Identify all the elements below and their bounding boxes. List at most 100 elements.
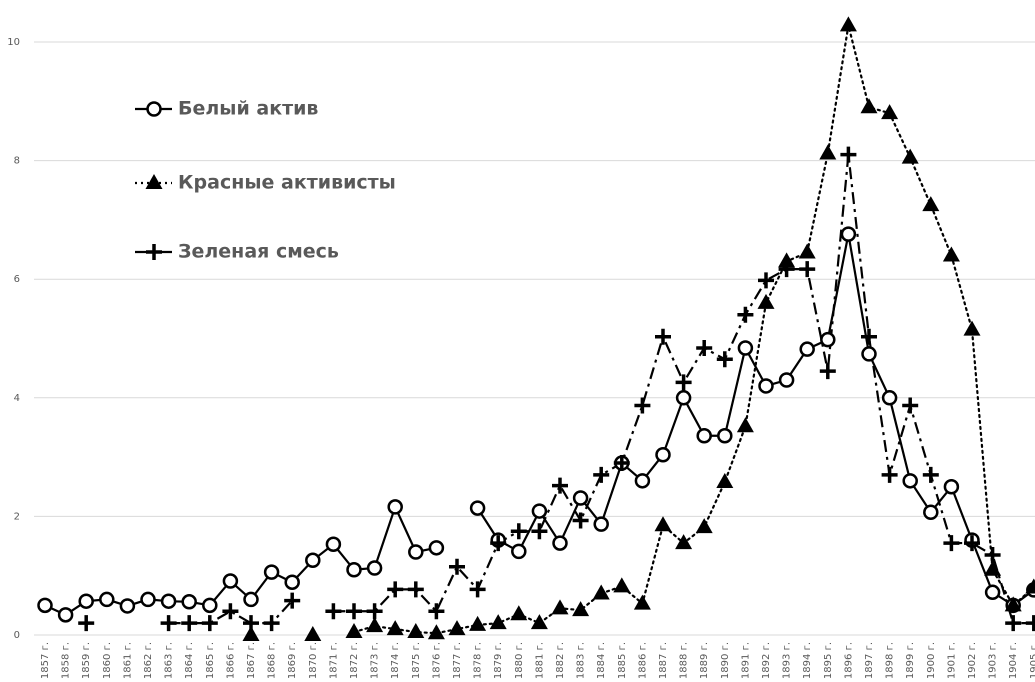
data-point <box>387 499 403 515</box>
data-point <box>675 390 692 406</box>
data-point <box>202 597 218 614</box>
data-point <box>943 479 960 495</box>
data-point <box>531 503 548 519</box>
data-point <box>716 351 733 368</box>
series-line <box>44 233 1035 617</box>
data-point <box>284 592 301 609</box>
legend-marker <box>145 174 163 189</box>
data-point <box>655 328 671 345</box>
series-line <box>168 154 1034 625</box>
data-point <box>696 339 713 356</box>
data-point <box>552 535 568 551</box>
data-point <box>942 246 960 262</box>
data-point <box>758 378 774 394</box>
data-point <box>366 560 383 576</box>
data-point <box>119 598 136 614</box>
x-tick-label: 1863 г. <box>164 642 175 679</box>
data-point <box>469 581 486 598</box>
x-tick-label: 1894 г. <box>802 642 813 679</box>
data-point <box>160 615 177 632</box>
data-point <box>696 428 712 444</box>
x-tick-label: 1862 г. <box>143 642 154 679</box>
data-point <box>778 261 795 278</box>
data-point <box>943 535 960 552</box>
data-point <box>819 144 837 160</box>
data-point <box>572 512 589 529</box>
y-tick-label: 4 <box>14 393 20 404</box>
x-tick-label: 1889 г. <box>699 642 710 679</box>
data-point <box>964 535 980 552</box>
data-point <box>387 581 404 598</box>
y-tick-label: 2 <box>14 511 20 522</box>
data-point <box>160 593 177 609</box>
data-point <box>716 473 734 489</box>
data-point <box>263 564 280 580</box>
data-point <box>57 607 74 623</box>
x-tick-label: 1871 г. <box>328 642 339 679</box>
data-point <box>737 306 754 323</box>
data-point <box>717 428 733 444</box>
data-point <box>613 577 631 593</box>
x-tick-label: 1857 г. <box>40 642 51 679</box>
x-tick-label: 1865 г. <box>205 642 216 679</box>
data-point <box>181 594 197 610</box>
x-tick-label: 1896 г. <box>843 642 854 679</box>
x-tick-label: 1859 г. <box>81 642 92 679</box>
data-point <box>757 293 775 309</box>
x-tick-label: 1882 г. <box>555 642 566 679</box>
data-point <box>840 226 857 242</box>
x-tick-label: 1874 г. <box>390 642 401 679</box>
data-point <box>78 615 95 632</box>
data-point <box>655 446 671 463</box>
data-point <box>572 601 590 617</box>
data-point <box>78 593 94 609</box>
x-tick-label: 1884 г. <box>596 642 607 679</box>
data-point <box>510 605 528 621</box>
data-point <box>881 466 898 483</box>
x-tick-label: 1861 г. <box>122 642 133 679</box>
data-point <box>242 626 260 641</box>
x-tick-label: 1876 г. <box>431 642 442 679</box>
data-point <box>408 544 424 560</box>
data-point <box>304 626 322 641</box>
data-point <box>449 558 465 575</box>
data-point <box>181 615 198 632</box>
data-point <box>551 599 569 615</box>
data-point <box>758 272 774 289</box>
data-point <box>984 546 1001 563</box>
x-tick-label: 1860 г. <box>102 642 113 679</box>
legend-marker <box>146 244 162 260</box>
data-point <box>963 320 981 336</box>
x-tick-label: 1900 г. <box>926 642 937 679</box>
x-tick-label: 1866 г. <box>225 642 236 679</box>
x-tick-label: 1899 г. <box>905 642 916 679</box>
data-point <box>366 603 383 620</box>
data-point <box>902 397 919 414</box>
x-tick-label: 1873 г. <box>370 642 381 679</box>
data-point <box>201 615 218 632</box>
data-point <box>345 623 363 639</box>
data-point <box>99 591 115 608</box>
legend-marker <box>146 101 162 117</box>
data-point <box>284 574 300 590</box>
data-point <box>37 597 53 614</box>
data-point <box>407 623 425 639</box>
data-point <box>634 473 651 489</box>
data-point <box>346 603 362 620</box>
x-tick-label: 1885 г. <box>617 642 628 679</box>
data-point <box>530 614 548 630</box>
data-point <box>346 562 362 578</box>
data-point <box>613 455 630 472</box>
data-point <box>325 536 342 553</box>
x-tick-label: 1901 г. <box>946 642 957 679</box>
x-tick-label: 1877 г. <box>452 642 463 679</box>
data-point <box>1025 578 1035 594</box>
x-tick-label: 1895 г. <box>823 642 834 679</box>
data-point <box>489 614 507 630</box>
x-tick-label: 1868 г. <box>267 642 278 679</box>
x-tick-label: 1869 г. <box>287 642 298 679</box>
data-point <box>140 591 156 608</box>
data-point <box>654 516 672 532</box>
data-point <box>778 372 795 388</box>
